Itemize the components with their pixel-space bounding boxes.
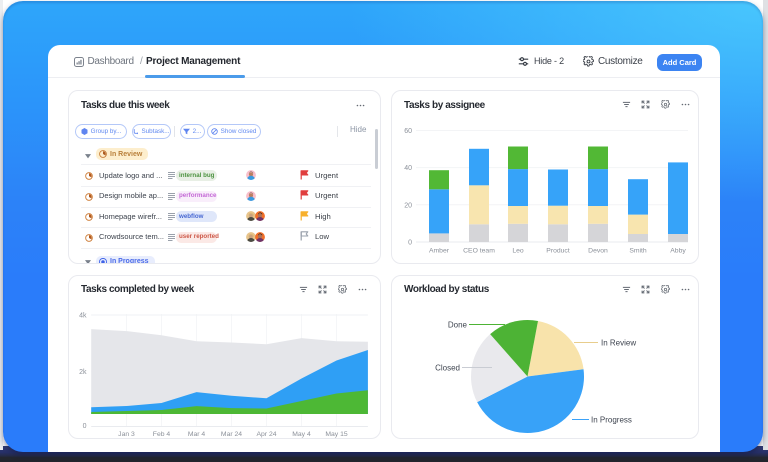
svg-text:Product: Product <box>546 248 570 255</box>
svg-text:May 4: May 4 <box>292 431 311 438</box>
svg-text:Feb 4: Feb 4 <box>153 431 171 438</box>
svg-text:4k: 4k <box>79 313 87 320</box>
svg-text:Closed: Closed <box>435 364 460 373</box>
svg-text:Smith: Smith <box>629 248 647 255</box>
svg-text:Devon: Devon <box>588 248 608 255</box>
svg-text:Abby: Abby <box>670 248 686 255</box>
svg-text:40: 40 <box>404 165 412 172</box>
svg-text:Jan 3: Jan 3 <box>118 431 135 438</box>
svg-text:20: 20 <box>404 202 412 209</box>
svg-text:Mar 24: Mar 24 <box>221 431 242 438</box>
svg-text:CEO team: CEO team <box>463 248 495 255</box>
svg-text:Done: Done <box>448 321 468 330</box>
svg-text:2k: 2k <box>79 369 87 376</box>
svg-text:May 15: May 15 <box>325 431 348 438</box>
svg-text:Amber: Amber <box>429 248 450 255</box>
svg-text:Leo: Leo <box>512 248 524 255</box>
svg-text:In Progress: In Progress <box>591 416 632 425</box>
svg-text:0: 0 <box>408 240 412 247</box>
svg-text:0: 0 <box>83 423 87 430</box>
svg-text:Mar 4: Mar 4 <box>188 431 206 438</box>
svg-text:60: 60 <box>404 128 412 135</box>
svg-text:Apr 24: Apr 24 <box>256 431 276 438</box>
svg-text:In Review: In Review <box>601 339 636 348</box>
